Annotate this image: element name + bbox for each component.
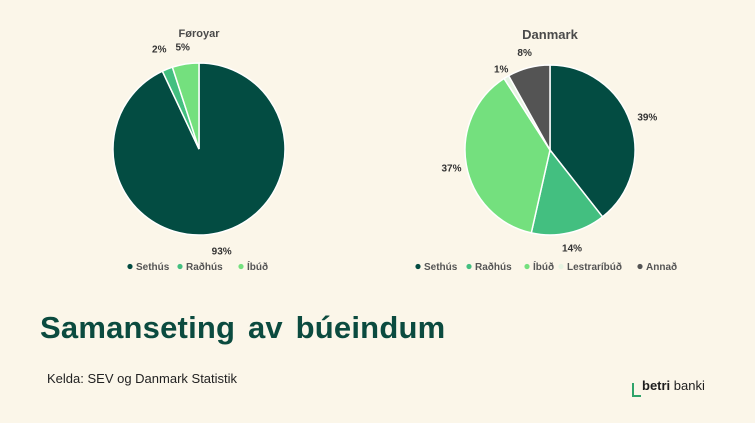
legend-item-foroyar-ibud: Íbúð: [238, 260, 268, 273]
data-label-foroyar-radhus: 2%: [152, 45, 167, 56]
data-label-foroyar-sethus: 93%: [212, 246, 232, 257]
pie-slice-danmark-sethus: [549, 64, 636, 218]
pie-slice-danmark-radhus: [530, 148, 604, 236]
data-label-danmark-sethus: 39%: [637, 112, 657, 123]
legend-item-foroyar-sethus: Sethús: [127, 262, 170, 273]
data-label-danmark-annad: 8%: [517, 48, 532, 59]
legend-label: Sethús: [424, 262, 458, 273]
logo-corner-icon: [632, 383, 641, 397]
brand-name-bold: betri: [642, 378, 671, 393]
source-note: Kelda: SEV og Danmark Statistik: [47, 371, 238, 386]
brand-name-regular: banki: [670, 378, 705, 393]
pie-slice-foroyar-ibud: [171, 62, 200, 150]
legend-label: Raðhús: [186, 261, 223, 273]
data-label-danmark-radhus: 14%: [562, 244, 582, 255]
legend-marker-icon: [127, 263, 133, 270]
brand-name: betri banki: [642, 378, 705, 393]
legend-label: Sethús: [136, 262, 170, 273]
legend-marker-icon: [558, 263, 564, 270]
legend-item-foroyar-radhus: Raðhús: [177, 261, 223, 273]
legend-item-danmark-radhus: Raðhús: [466, 261, 512, 273]
legend-item-danmark-ibud: Íbúð: [524, 260, 554, 273]
data-label-danmark-lestraribud: 1%: [494, 64, 509, 75]
pie-chart-foroyar: Føroyar 93% 2% 5% Sethús Raðhús Íbúð: [112, 28, 286, 273]
pie-slice-foroyar-sethus: [112, 62, 286, 236]
legend-marker-icon: [637, 263, 643, 270]
data-label-danmark-ibud: 37%: [442, 163, 462, 174]
pie-slice-danmark-annad: [507, 64, 551, 153]
pie-chart-danmark: Danmark 39% 14% 37% 1% 8% Sethús Raðhús Íbúð Le…: [415, 27, 677, 273]
chart-title-danmark: Danmark: [522, 27, 578, 42]
charts-area: Føroyar 93% 2% 5% Sethús Raðhús Íbúð Danmark…: [112, 27, 677, 273]
legend-marker-icon: [415, 263, 421, 270]
legend-item-danmark-annad: Annað: [637, 261, 677, 273]
data-label-foroyar-ibud: 5%: [176, 42, 191, 53]
headline: Samanseting av búeindum: [40, 310, 446, 345]
legend-marker-icon: [524, 263, 530, 270]
legend-danmark: Sethús Raðhús Íbúð Lestraríbúð Annað: [415, 260, 677, 273]
legend-item-danmark-sethus: Sethús: [415, 262, 458, 273]
legend-marker-icon: [177, 263, 183, 270]
legend-label: Íbúð: [533, 260, 554, 273]
legend-label: Lestraríbúð: [567, 261, 622, 273]
chart-title-foroyar: Føroyar: [179, 28, 221, 40]
legend-label: Annað: [646, 261, 677, 273]
legend-label: Raðhús: [475, 261, 512, 273]
legend-foroyar: Sethús Raðhús Íbúð: [127, 260, 268, 273]
legend-item-danmark-lestraribud: Lestraríbúð: [558, 261, 622, 273]
legend-marker-icon: [238, 263, 244, 270]
legend-marker-icon: [466, 263, 472, 270]
brand-logo: betri banki: [632, 378, 722, 400]
legend-label: Íbúð: [247, 260, 268, 273]
